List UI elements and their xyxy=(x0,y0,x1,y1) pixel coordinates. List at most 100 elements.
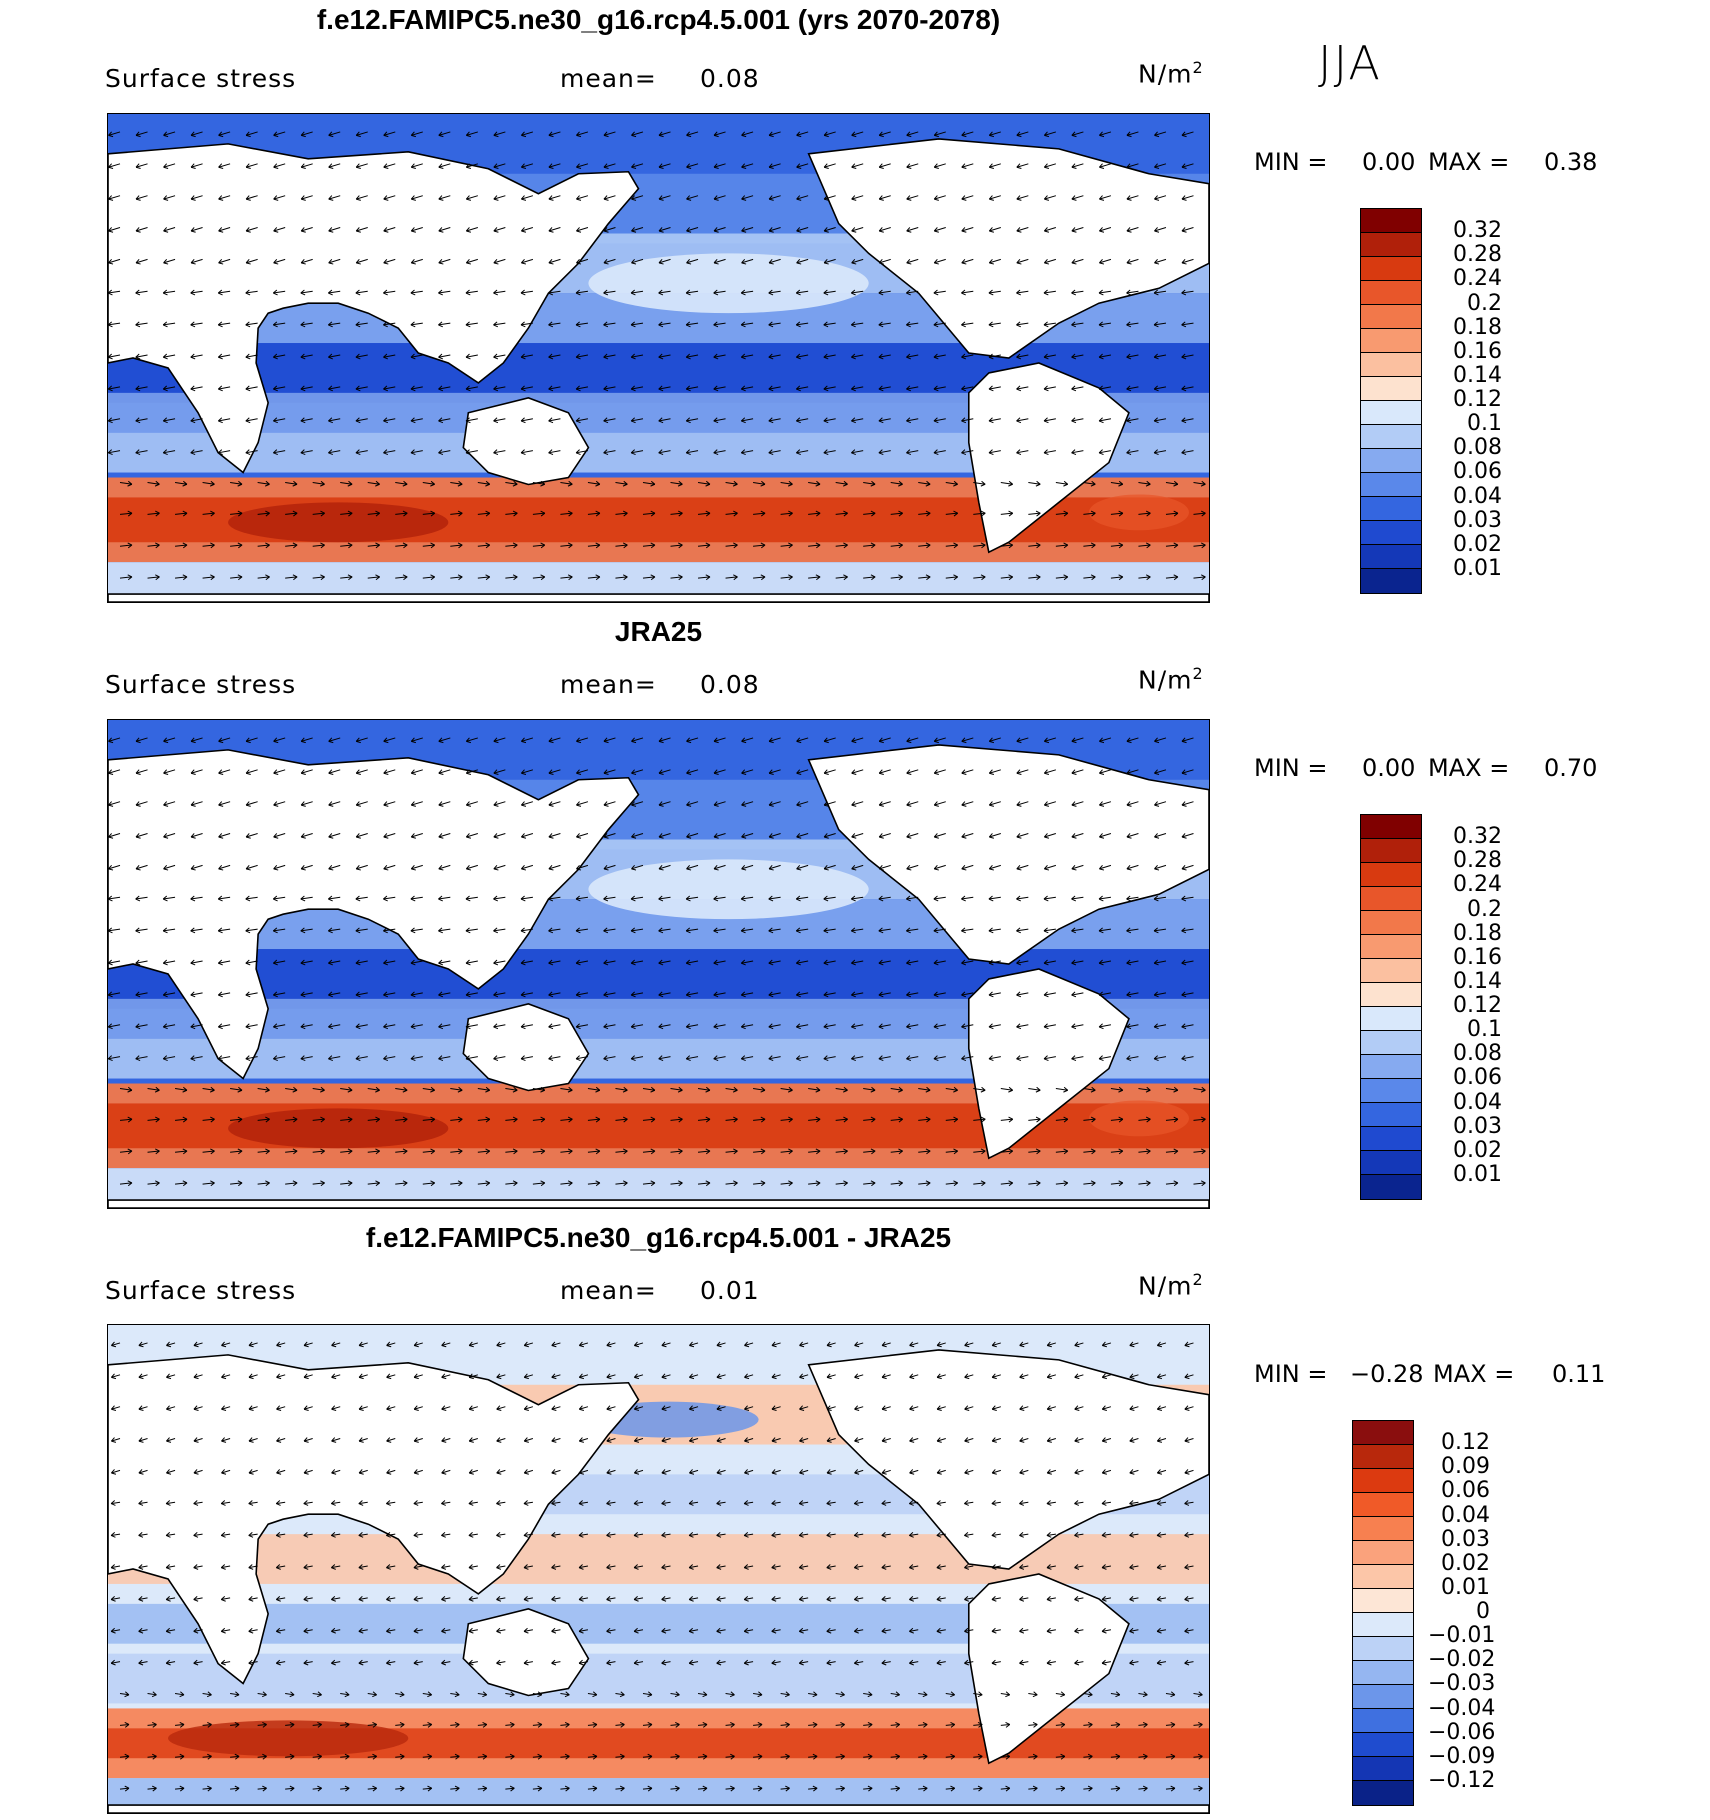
colorbar-swatch xyxy=(1353,1661,1413,1685)
colorbar-tick-label: −0.09 xyxy=(1428,1743,1496,1769)
colorbar-swatch xyxy=(1353,1613,1413,1637)
panel-3-min-value: −0.28 xyxy=(1350,1360,1424,1388)
colorbar-swatch xyxy=(1361,863,1421,887)
colorbar-tick-label: 0.32 xyxy=(1453,824,1502,850)
panel-3-colorbar xyxy=(1352,1420,1414,1806)
panel-2-mean-value: 0.08 xyxy=(700,670,760,699)
colorbar-swatch xyxy=(1361,329,1421,353)
colorbar-swatch xyxy=(1353,1781,1413,1805)
panel-3-map xyxy=(107,1324,1210,1814)
panel-3-mean-label: mean= xyxy=(560,1276,657,1305)
colorbar-swatch xyxy=(1361,911,1421,935)
colorbar-tick-label: 0.12 xyxy=(1441,1430,1490,1456)
colorbar-swatch xyxy=(1353,1469,1413,1493)
colorbar-swatch xyxy=(1361,815,1421,839)
colorbar-tick-label: 0.12 xyxy=(1453,387,1502,412)
colorbar-tick-label: 0.09 xyxy=(1441,1454,1490,1480)
panel-2-mean-label: mean= xyxy=(560,670,657,699)
colorbar-tick-label: 0.03 xyxy=(1441,1526,1490,1552)
colorbar-swatch xyxy=(1361,257,1421,281)
colorbar-swatch xyxy=(1353,1517,1413,1541)
colorbar-swatch xyxy=(1361,401,1421,425)
colorbar-tick-label: 0.2 xyxy=(1467,896,1502,922)
panel-1-colorbar xyxy=(1360,208,1422,594)
colorbar-swatch xyxy=(1361,1031,1421,1055)
panel-1-max-value: 0.38 xyxy=(1544,148,1598,176)
panel-3-units: N/m2 xyxy=(1138,1270,1204,1301)
colorbar-swatch xyxy=(1361,425,1421,449)
panel-2-min-value: 0.00 xyxy=(1362,754,1416,782)
panel-3-title: f.e12.FAMIPC5.ne30_g16.rcp4.5.001 - JRA2… xyxy=(365,1222,952,1253)
colorbar-tick-label: 0.02 xyxy=(1453,531,1502,557)
panel-2-title: JRA25 xyxy=(614,616,703,647)
colorbar-swatch xyxy=(1353,1637,1413,1661)
colorbar-swatch xyxy=(1361,1079,1421,1103)
panel-1-mean-value: 0.08 xyxy=(700,64,760,93)
colorbar-tick-label: −0.06 xyxy=(1428,1719,1496,1745)
colorbar-swatch xyxy=(1361,449,1421,473)
panel-1-mean-label: mean= xyxy=(560,64,657,93)
panel-2-max-label: MAX = xyxy=(1428,754,1510,782)
colorbar-tick-label: −0.02 xyxy=(1428,1647,1496,1673)
panel-2-colorbar xyxy=(1360,814,1422,1200)
colorbar-swatch xyxy=(1361,983,1421,1007)
panel-2-variable: Surface stress xyxy=(105,670,297,699)
panel-3-max-value: 0.11 xyxy=(1552,1360,1606,1388)
colorbar-swatch xyxy=(1353,1709,1413,1733)
colorbar-tick-label: 0.28 xyxy=(1453,242,1502,268)
colorbar-tick-label: −0.01 xyxy=(1428,1623,1496,1649)
colorbar-swatch xyxy=(1353,1445,1413,1469)
colorbar-swatch xyxy=(1361,959,1421,983)
colorbar-tick-label: 0 xyxy=(1476,1599,1490,1624)
colorbar-tick-label: 0.02 xyxy=(1441,1550,1490,1576)
colorbar-swatch xyxy=(1353,1685,1413,1709)
colorbar-tick-label: 0.1 xyxy=(1467,411,1502,437)
colorbar-tick-label: 0.16 xyxy=(1453,338,1502,364)
panel-2-min-label: MIN = xyxy=(1254,754,1328,782)
colorbar-swatch xyxy=(1353,1589,1413,1613)
colorbar-swatch xyxy=(1361,377,1421,401)
colorbar-tick-label: 0.32 xyxy=(1453,218,1502,244)
colorbar-tick-label: 0.24 xyxy=(1453,266,1502,292)
colorbar-swatch xyxy=(1353,1565,1413,1589)
panel-2-units: N/m2 xyxy=(1138,664,1204,695)
colorbar-swatch xyxy=(1361,569,1421,593)
colorbar-tick-label: 0.06 xyxy=(1441,1478,1490,1504)
colorbar-tick-label: 0.06 xyxy=(1453,459,1502,485)
panel-1-units: N/m2 xyxy=(1138,58,1204,89)
colorbar-swatch xyxy=(1353,1541,1413,1565)
colorbar-tick-label: 0.18 xyxy=(1453,314,1502,340)
panel-3-max-label: MAX = xyxy=(1433,1360,1515,1388)
colorbar-tick-label: 0.2 xyxy=(1467,290,1502,316)
panel-3-min-label: MIN = xyxy=(1254,1360,1328,1388)
colorbar-swatch xyxy=(1361,1055,1421,1079)
colorbar-swatch xyxy=(1361,887,1421,911)
colorbar-swatch xyxy=(1361,1103,1421,1127)
colorbar-swatch xyxy=(1361,935,1421,959)
panel-3-variable: Surface stress xyxy=(105,1276,297,1305)
season-label: JJA xyxy=(1318,36,1382,90)
colorbar-tick-label: 0.03 xyxy=(1453,507,1502,533)
colorbar-tick-label: −0.12 xyxy=(1428,1767,1496,1793)
panel-1-min-value: 0.00 xyxy=(1362,148,1416,176)
colorbar-swatch xyxy=(1361,521,1421,545)
colorbar-swatch xyxy=(1361,1007,1421,1031)
colorbar-swatch xyxy=(1361,1127,1421,1151)
panel-1-min-label: MIN = xyxy=(1254,148,1328,176)
colorbar-tick-label: 0.04 xyxy=(1453,483,1502,509)
colorbar-swatch xyxy=(1361,497,1421,521)
colorbar-swatch xyxy=(1361,473,1421,497)
panel-2-max-value: 0.70 xyxy=(1544,754,1598,782)
colorbar-swatch xyxy=(1361,281,1421,305)
colorbar-tick-label: 0.12 xyxy=(1453,993,1502,1018)
panel-1-map xyxy=(107,113,1210,603)
colorbar-swatch xyxy=(1361,209,1421,233)
colorbar-swatch xyxy=(1361,353,1421,377)
colorbar-tick-label: 0.01 xyxy=(1453,1161,1502,1187)
panel-3-mean-value: 0.01 xyxy=(700,1276,760,1305)
colorbar-tick-label: 0.24 xyxy=(1453,872,1502,898)
colorbar-tick-label: 0.14 xyxy=(1453,968,1502,994)
colorbar-tick-label: 0.04 xyxy=(1453,1089,1502,1115)
colorbar-tick-label: 0.06 xyxy=(1453,1065,1502,1091)
colorbar-tick-label: 0.16 xyxy=(1453,944,1502,970)
